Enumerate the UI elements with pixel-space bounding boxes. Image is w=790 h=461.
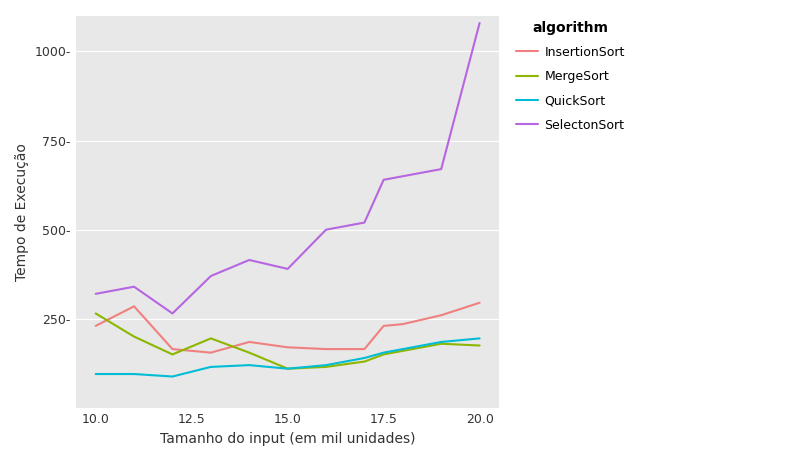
MergeSort — [436, 341, 446, 347]
SelectonSort — [91, 291, 100, 296]
X-axis label: Tamanho do input (em mil unidades): Tamanho do input (em mil unidades) — [160, 432, 416, 446]
InsertionSort — [283, 344, 292, 350]
QuickSort — [475, 336, 484, 341]
MergeSort — [91, 311, 100, 316]
QuickSort — [436, 339, 446, 345]
SelectonSort — [283, 266, 292, 272]
MergeSort — [322, 364, 331, 370]
QuickSort — [322, 362, 331, 368]
InsertionSort — [379, 323, 389, 329]
SelectonSort — [167, 311, 177, 316]
SelectonSort — [359, 220, 369, 225]
SelectonSort — [130, 284, 139, 290]
Line: QuickSort: QuickSort — [96, 338, 480, 377]
Line: MergeSort: MergeSort — [96, 313, 480, 369]
QuickSort — [359, 355, 369, 361]
MergeSort — [475, 343, 484, 348]
MergeSort — [379, 352, 389, 357]
QuickSort — [206, 364, 216, 370]
SelectonSort — [475, 20, 484, 26]
MergeSort — [130, 334, 139, 339]
MergeSort — [359, 359, 369, 364]
SelectonSort — [436, 166, 446, 172]
QuickSort — [167, 374, 177, 379]
SelectonSort — [245, 257, 254, 263]
InsertionSort — [91, 323, 100, 329]
QuickSort — [91, 371, 100, 377]
QuickSort — [130, 371, 139, 377]
MergeSort — [398, 348, 408, 354]
InsertionSort — [436, 313, 446, 318]
QuickSort — [398, 346, 408, 352]
QuickSort — [245, 362, 254, 368]
InsertionSort — [130, 303, 139, 309]
MergeSort — [206, 336, 216, 341]
MergeSort — [245, 350, 254, 355]
InsertionSort — [322, 346, 331, 352]
InsertionSort — [206, 350, 216, 355]
MergeSort — [283, 366, 292, 372]
Line: InsertionSort: InsertionSort — [96, 303, 480, 353]
SelectonSort — [206, 273, 216, 279]
InsertionSort — [475, 300, 484, 306]
InsertionSort — [167, 346, 177, 352]
QuickSort — [283, 366, 292, 372]
Y-axis label: Tempo de Execução: Tempo de Execução — [15, 143, 29, 281]
Line: SelectonSort: SelectonSort — [96, 23, 480, 313]
SelectonSort — [322, 227, 331, 232]
SelectonSort — [398, 173, 408, 179]
InsertionSort — [359, 346, 369, 352]
InsertionSort — [398, 321, 408, 327]
SelectonSort — [379, 177, 389, 183]
MergeSort — [167, 352, 177, 357]
InsertionSort — [245, 339, 254, 345]
QuickSort — [379, 350, 389, 355]
Legend: InsertionSort, MergeSort, QuickSort, SelectonSort: InsertionSort, MergeSort, QuickSort, Sel… — [510, 14, 631, 138]
